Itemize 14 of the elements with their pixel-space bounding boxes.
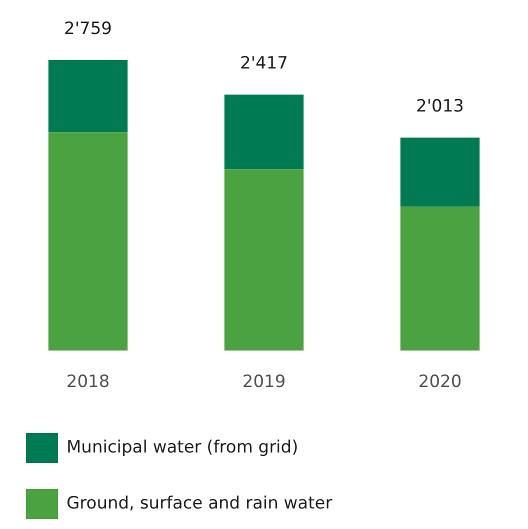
bar [224, 169, 304, 351]
annotation: 2'417 [240, 54, 288, 74]
bar [224, 94, 304, 170]
annotation: 2'759 [64, 18, 112, 39]
x-tick-label: 2018 [66, 372, 110, 392]
bar [48, 60, 128, 132]
x-tick-label: 2019 [242, 372, 286, 392]
bar [400, 138, 480, 207]
x-tick-label: 2020 [418, 372, 462, 392]
legend-label: Municipal water (from grid) [66, 437, 298, 458]
bar [400, 206, 480, 351]
bar [48, 132, 128, 351]
legend-label: Ground, surface and rain water [66, 493, 332, 514]
annotation: 2'013 [416, 96, 464, 117]
